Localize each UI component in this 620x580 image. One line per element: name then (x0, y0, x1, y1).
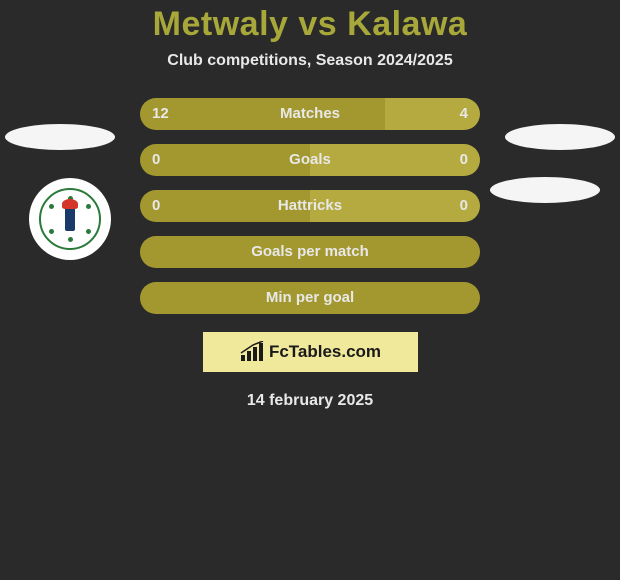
page-title: Metwaly vs Kalawa (0, 5, 620, 44)
bar-track: Goals per match (140, 236, 480, 268)
stat-label: Min per goal (140, 282, 480, 314)
stat-value-right: 0 (460, 190, 468, 222)
stat-value-right: 4 (460, 98, 468, 130)
bar-chart-icon (239, 341, 265, 363)
stat-label: Matches (140, 98, 480, 130)
bar-track: 12 Matches 4 (140, 98, 480, 130)
stat-row-min-per-goal: Min per goal (0, 282, 620, 314)
stat-label: Goals (140, 144, 480, 176)
stat-label: Goals per match (140, 236, 480, 268)
stat-value-right: 0 (460, 144, 468, 176)
bar-track: Min per goal (140, 282, 480, 314)
stat-row-matches: 12 Matches 4 (0, 98, 620, 130)
bar-track: 0 Hattricks 0 (140, 190, 480, 222)
bar-track: 0 Goals 0 (140, 144, 480, 176)
stats-area: 12 Matches 4 0 Goals 0 0 Hattricks 0 (0, 98, 620, 314)
stat-row-goals: 0 Goals 0 (0, 144, 620, 176)
brand-label: FcTables.com (269, 342, 381, 362)
comparison-card: Metwaly vs Kalawa Club competitions, Sea… (0, 0, 620, 410)
stat-row-hattricks: 0 Hattricks 0 (0, 190, 620, 222)
brand-badge[interactable]: FcTables.com (203, 332, 418, 372)
page-subtitle: Club competitions, Season 2024/2025 (0, 52, 620, 70)
footer-date: 14 february 2025 (0, 392, 620, 410)
stat-row-goals-per-match: Goals per match (0, 236, 620, 268)
stat-label: Hattricks (140, 190, 480, 222)
